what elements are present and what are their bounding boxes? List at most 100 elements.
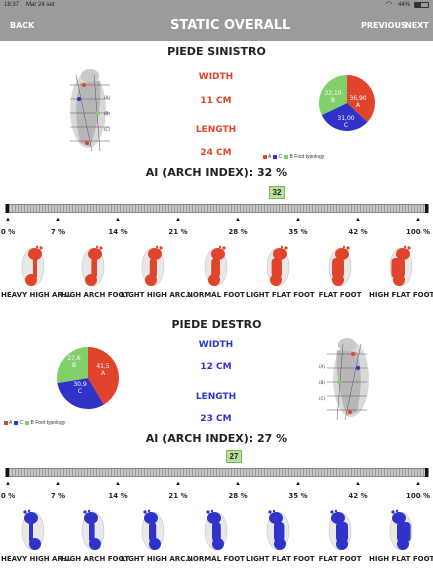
left-pie-chart: 36,90 A 31,00 C 32,10 B xyxy=(319,75,375,131)
legend-typology: Foot typology xyxy=(294,154,325,160)
foot-typology-label: NORMAL FOOT xyxy=(187,291,245,299)
left-width-value: 11 CM xyxy=(200,96,232,106)
battery-icon xyxy=(414,2,429,8)
diagram-label-b: (B) xyxy=(319,380,325,385)
legend-typology: Foot typology xyxy=(35,420,66,426)
diagram-label-b: (B) xyxy=(104,111,110,116)
tick-label: 7 % xyxy=(50,492,66,500)
right-width-value: 12 CM xyxy=(200,362,232,372)
tick-marker: ▲ xyxy=(175,481,181,487)
back-button[interactable]: BACK xyxy=(10,21,35,30)
tick-label: 21 % xyxy=(168,492,188,500)
left-scale-marker xyxy=(6,204,9,213)
foot-typology-icon xyxy=(198,508,234,557)
foot-typology-label: LIGHT FLAT FOOT xyxy=(246,291,315,299)
left-pie-value-b: 32,10 xyxy=(324,90,341,97)
diagram-label-a: (A) xyxy=(319,364,325,369)
status-bar: 18:37 Mar 24 set ◠ 44% xyxy=(0,0,433,10)
tick-marker: ▲ xyxy=(115,217,121,223)
right-pie-slice-a xyxy=(88,347,119,405)
right-pie-letter-a: A xyxy=(101,370,106,377)
status-date: Mar 24 set xyxy=(26,2,55,8)
header-bar: BACK STATIC OVERALL PREVIOUS NEXT xyxy=(0,10,433,41)
right-pie-slice-b xyxy=(57,347,88,384)
left-foot-diagram: (A) (B) (C) xyxy=(70,69,110,152)
left-width-label: WIDTH xyxy=(198,72,234,82)
tick-marker: ▲ xyxy=(415,481,421,487)
foot-typology-icon xyxy=(75,508,111,557)
next-button[interactable]: NEXT xyxy=(405,21,429,30)
foot-typology-label: LIGHT FLAT FOOT xyxy=(246,555,315,563)
foot-typology-label: HIGH FLAT FOOT xyxy=(369,555,433,563)
left-pie-slice-b xyxy=(319,75,347,116)
tick-label: 7 % xyxy=(50,228,66,236)
status-time: 18:37 xyxy=(4,2,20,8)
tick-marker: ▲ xyxy=(55,217,61,223)
left-pie-value-c: 31,00 xyxy=(337,115,354,122)
foot-typology-label: LIGHT HIGH ARC... xyxy=(121,555,194,563)
right-ai-scale xyxy=(5,468,429,477)
tick-label: 42 % xyxy=(348,228,368,236)
foot-typology-label: FLAT FOOT xyxy=(318,291,362,299)
left-ai-badge: 32 xyxy=(269,186,285,199)
right-pie-slice-c xyxy=(57,378,104,409)
tick-label: 0 % xyxy=(0,228,16,236)
foot-typology-icon xyxy=(260,244,296,293)
right-pie-letter-c: C xyxy=(78,388,82,395)
left-pie-letter-a: A xyxy=(356,102,361,109)
tick-marker: ▲ xyxy=(5,481,11,487)
left-scale-end xyxy=(425,204,428,213)
tick-marker: ▲ xyxy=(115,481,121,487)
tick-marker: ▲ xyxy=(355,481,361,487)
right-width-label: WIDTH xyxy=(198,340,234,350)
foot-typology-icon xyxy=(260,508,296,557)
foot-typology-icon xyxy=(135,244,171,293)
previous-button[interactable]: PREVIOUS xyxy=(361,21,407,30)
tick-label: 42 % xyxy=(348,492,368,500)
tick-label: 35 % xyxy=(288,492,308,500)
foot-typology-icon xyxy=(135,508,171,557)
tick-marker: ▲ xyxy=(235,217,241,223)
right-pie-legend: A C B Foot typology xyxy=(3,420,65,426)
left-pie-slice-a xyxy=(347,75,375,123)
left-pie-letter-b: B xyxy=(331,97,335,104)
foot-typology-icon xyxy=(75,244,111,293)
foot-typology-icon xyxy=(322,508,358,557)
foot-typology-label: HEAVY HIGH AR... xyxy=(1,291,71,299)
right-pie-value-b: 27,6 xyxy=(67,355,81,362)
diagram-label-a: (A) xyxy=(104,95,110,100)
right-scale-end xyxy=(425,468,428,477)
right-pie-value-c: 30,9 xyxy=(73,381,87,388)
tick-marker: ▲ xyxy=(295,481,301,487)
tick-label: 14 % xyxy=(108,228,128,236)
foot-typology-label: HIGH ARCH FOOT xyxy=(61,555,130,563)
tick-label: 14 % xyxy=(108,492,128,500)
foot-typology-label: LIGHT HIGH ARC... xyxy=(121,291,194,299)
tick-label: 100 % xyxy=(405,228,431,236)
right-length-label: LENGTH xyxy=(195,392,237,402)
foot-typology-label: HIGH FLAT FOOT xyxy=(369,291,433,299)
left-pie-value-a: 36,90 xyxy=(349,95,366,102)
foot-typology-label: HEAVY HIGH AR... xyxy=(1,555,71,563)
tick-marker: ▲ xyxy=(235,481,241,487)
tick-marker: ▲ xyxy=(5,217,11,223)
right-pie-letter-b: B xyxy=(72,362,76,369)
legend-c: C xyxy=(278,154,283,160)
foot-typology-label: HIGH ARCH FOOT xyxy=(61,291,130,299)
foot-typology-icon xyxy=(15,508,51,557)
status-battery-text: 44% xyxy=(398,2,411,8)
foot-typology-icon xyxy=(383,244,419,293)
page-title: STATIC OVERALL xyxy=(170,18,291,33)
right-pie-chart: 41,5 A 30,9 C 27,6 B xyxy=(57,347,119,409)
left-length-label: LENGTH xyxy=(195,125,237,135)
right-ai-badge: 27 xyxy=(226,450,242,463)
right-length-value: 23 CM xyxy=(200,414,232,424)
left-length-value: 24 CM xyxy=(200,148,232,158)
right-scale-marker xyxy=(6,468,9,477)
wifi-icon: ◠ xyxy=(386,1,393,8)
diagram-label-c: (C) xyxy=(319,396,325,401)
tick-marker: ▲ xyxy=(55,481,61,487)
right-foot-diagram: (A) (B) (C) xyxy=(319,338,369,421)
legend-c: C xyxy=(19,420,24,426)
left-pie-legend: A C B Foot typology xyxy=(262,154,324,160)
